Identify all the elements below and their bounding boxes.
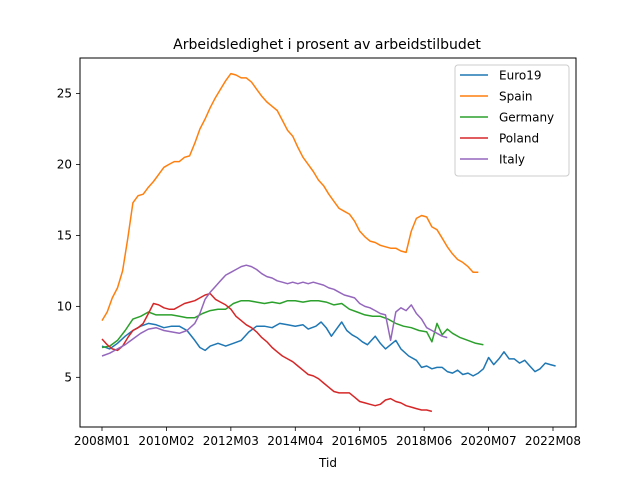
series-line-spain: [101, 72, 479, 321]
x-axis-label: Tid: [318, 456, 337, 470]
x-tick-label: 2010M02: [138, 434, 194, 448]
x-tick-label: 2012M03: [203, 434, 259, 448]
legend-label: Spain: [499, 90, 533, 104]
series-lines: [101, 72, 556, 413]
chart-title: Arbeidsledighet i prosent av arbeidstilb…: [173, 37, 481, 53]
legend-label: Euro19: [499, 69, 541, 83]
y-tick-label: 15: [57, 228, 72, 242]
plot-frame: [79, 57, 577, 428]
series-line-euro19: [101, 321, 556, 377]
x-tick-label: 2008M01: [74, 434, 130, 448]
y-tick-label: 10: [57, 299, 72, 313]
y-tick-label: 20: [57, 157, 72, 171]
y-tick-label: 5: [64, 370, 72, 384]
x-tick-label: 2022M08: [525, 434, 581, 448]
y-axis-ticks: 5 10 15 20 25: [57, 86, 80, 384]
axes: [79, 57, 577, 428]
x-axis-ticks: 2008M01 2010M02 2012M03 2014M04 2016M05 2018M…: [74, 427, 581, 448]
x-tick-label: 2014M04: [267, 434, 323, 448]
x-tick-label: 2020M07: [460, 434, 516, 448]
series-line-poland: [101, 292, 433, 413]
legend-label: Poland: [499, 132, 539, 146]
y-tick-label: 25: [57, 86, 72, 100]
x-tick-label: 2018M06: [396, 434, 452, 448]
legend-label: Italy: [499, 153, 525, 167]
series-line-italy: [101, 264, 448, 357]
legend-label: Germany: [499, 111, 554, 125]
series-line-germany: [101, 299, 484, 349]
legend-box: [454, 64, 570, 177]
x-tick-label: 2016M05: [332, 434, 388, 448]
legend: Euro19 Spain Germany Poland Italy: [454, 64, 570, 177]
